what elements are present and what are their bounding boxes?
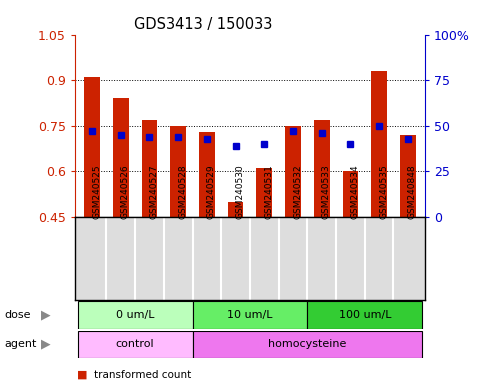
Bar	[285, 126, 301, 217]
Bar	[199, 132, 215, 217]
Bar	[170, 126, 186, 217]
Bar	[78, 331, 193, 358]
Bar	[314, 120, 329, 217]
Text: GDS3413 / 150033: GDS3413 / 150033	[134, 17, 272, 32]
Text: ▶: ▶	[41, 338, 51, 351]
Text: GSM240531: GSM240531	[264, 165, 273, 219]
Bar	[227, 202, 243, 217]
Bar	[193, 301, 307, 329]
Bar	[113, 98, 128, 217]
Bar	[84, 77, 100, 217]
Text: GSM240534: GSM240534	[350, 165, 359, 219]
Text: transformed count: transformed count	[94, 370, 191, 380]
Bar	[78, 301, 193, 329]
Text: GSM240532: GSM240532	[293, 165, 302, 219]
Text: GSM240525: GSM240525	[92, 165, 101, 219]
Text: GSM240526: GSM240526	[121, 165, 130, 219]
Text: GSM240848: GSM240848	[408, 165, 417, 219]
Text: GSM240528: GSM240528	[178, 165, 187, 219]
Text: control: control	[116, 339, 155, 349]
Bar	[142, 120, 157, 217]
Text: agent: agent	[5, 339, 37, 349]
Bar	[342, 171, 358, 217]
Text: 100 um/L: 100 um/L	[339, 310, 391, 320]
Text: dose: dose	[5, 310, 31, 320]
Bar	[256, 168, 272, 217]
Text: GSM240530: GSM240530	[236, 165, 244, 219]
Text: ■: ■	[77, 370, 88, 380]
Bar	[400, 135, 416, 217]
Text: 10 um/L: 10 um/L	[227, 310, 273, 320]
Text: GSM240529: GSM240529	[207, 165, 216, 219]
Text: GSM240535: GSM240535	[379, 165, 388, 219]
Bar	[193, 331, 422, 358]
Text: GSM240533: GSM240533	[322, 165, 331, 219]
Bar	[371, 71, 387, 217]
Text: ▶: ▶	[41, 309, 51, 321]
Text: 0 um/L: 0 um/L	[116, 310, 155, 320]
Bar	[307, 301, 422, 329]
Text: homocysteine: homocysteine	[268, 339, 346, 349]
Text: GSM240527: GSM240527	[150, 165, 158, 219]
